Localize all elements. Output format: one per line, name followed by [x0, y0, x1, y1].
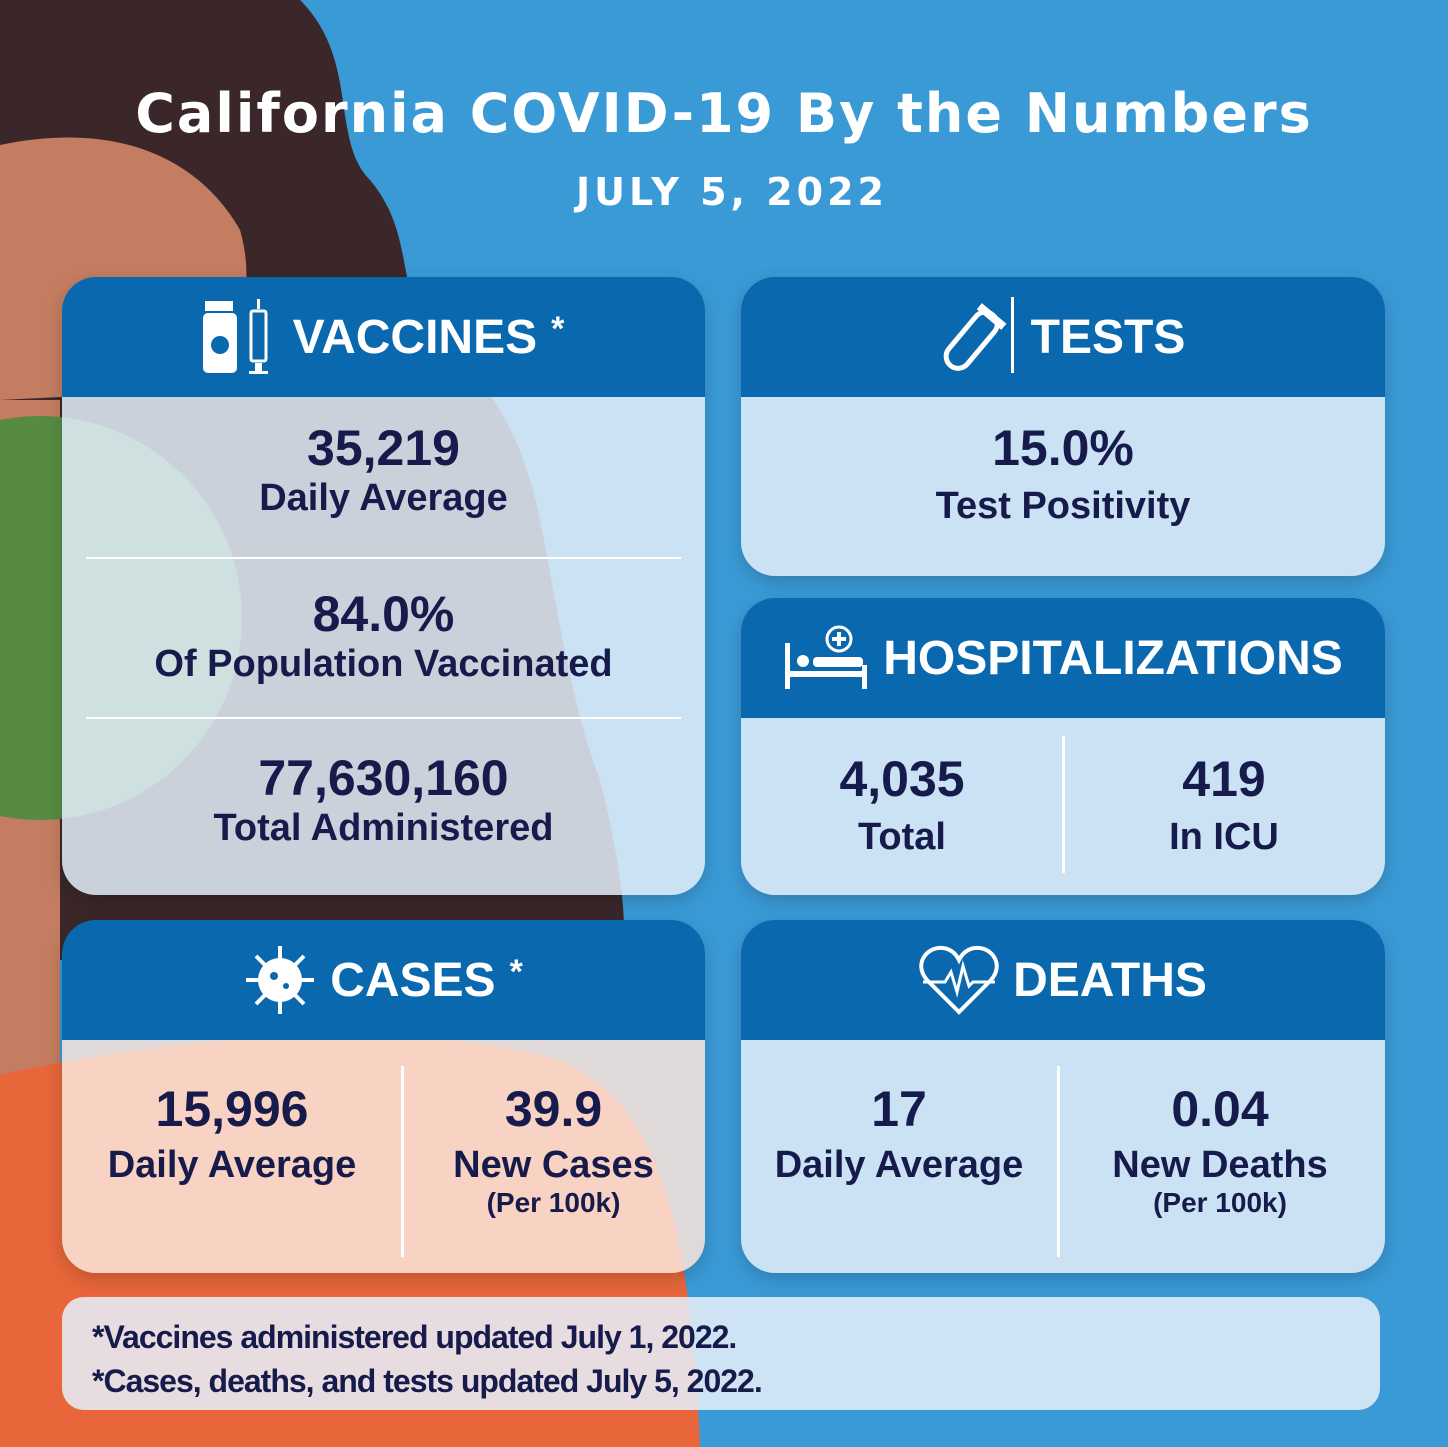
card-body: 15.0% Test Positivity	[741, 397, 1385, 576]
divider	[401, 1066, 404, 1257]
stat-value: 0.04	[1171, 1081, 1269, 1137]
stat-label: In ICU	[1169, 816, 1279, 858]
card-body: 35,219 Daily Average 84.0% Of Population V…	[62, 397, 705, 895]
stat-value: 15,996	[155, 1081, 309, 1137]
divider	[1057, 1066, 1060, 1257]
footnotes: *Vaccines administered updated July 1, 2…	[62, 1297, 1380, 1410]
vaccine-icon	[202, 299, 268, 374]
card-body: 4,035 Total 419 In ICU	[741, 718, 1385, 895]
stat-value: 77,630,160	[258, 750, 509, 806]
stat-label: Of Population Vaccinated	[154, 643, 613, 685]
stat-label: New Deaths	[1112, 1144, 1328, 1186]
stat: 77,630,160 Total Administered	[62, 749, 705, 850]
card-header: HOSPITALIZATIONS	[741, 598, 1385, 718]
stat: 15.0% Test Positivity	[741, 419, 1385, 528]
stat: 84.0% Of Population Vaccinated	[62, 585, 705, 686]
card-title: TESTS	[1030, 310, 1186, 364]
stat-value: 35,219	[307, 420, 460, 476]
card-body: 15,996 Daily Average 39.9 New Cases (Per 10…	[62, 1040, 705, 1273]
stat: 17 Daily Average	[741, 1080, 1057, 1187]
stat-value: 419	[1182, 751, 1266, 807]
card-header: CASES *	[62, 920, 705, 1040]
card-header: VACCINES *	[62, 277, 705, 397]
divider	[86, 557, 681, 559]
stat-value: 15.0%	[992, 420, 1134, 476]
stat: 4,035 Total	[741, 750, 1063, 859]
asterisk: *	[509, 952, 523, 991]
stat-label: Daily Average	[259, 477, 508, 519]
date: JULY 5, 2022	[576, 170, 888, 214]
card-title: DEATHS	[1013, 953, 1207, 1007]
stat: 35,219 Daily Average	[62, 419, 705, 520]
card-header: TESTS	[741, 277, 1385, 397]
hospital-icon	[785, 625, 868, 689]
stat-note: (Per 100k)	[486, 1187, 621, 1218]
stat-label: New Cases	[453, 1144, 654, 1186]
stat-label: Daily Average	[774, 1144, 1024, 1186]
stat-label: Daily Average	[107, 1144, 357, 1186]
footnote: *Vaccines administered updated July 1, 2…	[92, 1319, 737, 1355]
hospitalizations-card: HOSPITALIZATIONS 4,035 Total 419 In ICU	[741, 598, 1385, 895]
title: California COVID-19 By the Numbers	[135, 82, 1313, 145]
stat-label: Total Administered	[213, 807, 554, 849]
stat-value: 4,035	[839, 751, 965, 807]
card-title: VACCINES	[292, 310, 538, 364]
stat-label: Test Positivity	[935, 485, 1191, 527]
divider	[86, 717, 681, 719]
stat: 419 In ICU	[1063, 750, 1385, 859]
stat: 39.9 New Cases (Per 100k)	[402, 1080, 705, 1219]
card-title: HOSPITALIZATIONS	[883, 631, 1343, 685]
stat-note: (Per 100k)	[1153, 1187, 1287, 1218]
stat-label: Total	[858, 816, 946, 858]
vaccines-card: VACCINES * 35,219 Daily Average 84.0% Of Po…	[62, 277, 705, 895]
deaths-card: DEATHS 17 Daily Average 0.04 New Deaths (Pe…	[741, 920, 1385, 1273]
divider	[1062, 736, 1065, 873]
footnote: *Cases, deaths, and tests updated July 5…	[92, 1363, 763, 1399]
virus-icon	[246, 946, 315, 1014]
tests-card: TESTS 15.0% Test Positivity	[741, 277, 1385, 576]
asterisk: *	[551, 309, 565, 348]
stat-value: 39.9	[504, 1081, 603, 1137]
cases-card: CASES * 15,996 Daily Average 39.9 New Cases…	[62, 920, 705, 1273]
stat: 0.04 New Deaths (Per 100k)	[1059, 1080, 1381, 1219]
stat-value: 17	[871, 1081, 927, 1137]
card-header: DEATHS	[741, 920, 1385, 1040]
stat: 15,996 Daily Average	[62, 1080, 402, 1187]
heart-icon	[919, 945, 999, 1015]
stat-value: 84.0%	[312, 586, 455, 642]
card-body: 17 Daily Average 0.04 New Deaths (Per 100k)	[741, 1040, 1385, 1273]
test-icon	[943, 297, 1014, 373]
card-title: CASES	[330, 953, 496, 1007]
